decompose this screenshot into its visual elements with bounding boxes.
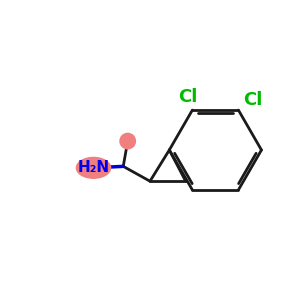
Text: Cl: Cl <box>244 91 263 109</box>
Circle shape <box>120 134 135 149</box>
Ellipse shape <box>76 158 111 178</box>
Text: H₂N: H₂N <box>77 160 110 175</box>
Text: Cl: Cl <box>178 88 198 106</box>
